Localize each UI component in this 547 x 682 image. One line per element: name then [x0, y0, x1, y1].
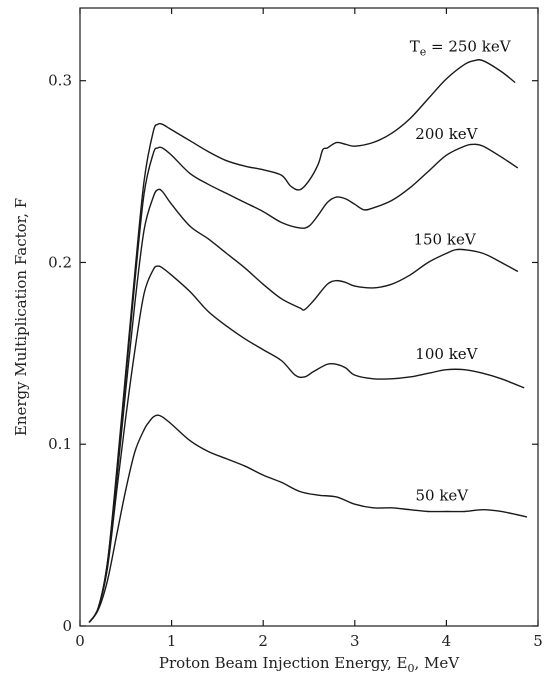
- x-tick-label: 4: [442, 632, 452, 650]
- series-line-4: [88, 414, 528, 623]
- x-tick-label: 3: [350, 632, 360, 650]
- series-label-2: 150 keV: [413, 230, 476, 248]
- series-label-4: 50 keV: [415, 487, 469, 505]
- x-tick-label: 5: [533, 632, 543, 650]
- series-curves: [88, 59, 528, 623]
- x-tick-label: 2: [258, 632, 268, 650]
- series-label-0: Te = 250 keV: [410, 38, 512, 59]
- plot-area: [79, 7, 539, 627]
- y-axis-title: Energy Multiplication Factor, F: [12, 198, 30, 436]
- series-line-1: [88, 143, 519, 623]
- y-tick-label: 0.1: [48, 435, 72, 453]
- series-labels: Te = 250 keV 200 keV 150 keV 100 keV 50 keV: [410, 38, 512, 505]
- series-line-0: [88, 59, 516, 623]
- x-axis-title: Proton Beam Injection Energy, E0, MeV: [159, 654, 460, 675]
- series-line-3: [88, 265, 525, 623]
- series-label-1: 200 keV: [415, 125, 478, 143]
- axis-ticks: 0 1 2 3 4 5 0 0.1 0.2 0.3: [48, 8, 543, 650]
- y-tick-label: 0.2: [48, 253, 72, 271]
- series-label-3: 100 keV: [415, 345, 478, 363]
- x-tick-label: 1: [167, 632, 177, 650]
- series-line-2: [88, 188, 519, 623]
- plot-frame: [79, 7, 539, 627]
- y-tick-label: 0.3: [48, 72, 72, 90]
- y-tick-label: 0: [62, 617, 72, 635]
- x-tick-label: 0: [75, 632, 85, 650]
